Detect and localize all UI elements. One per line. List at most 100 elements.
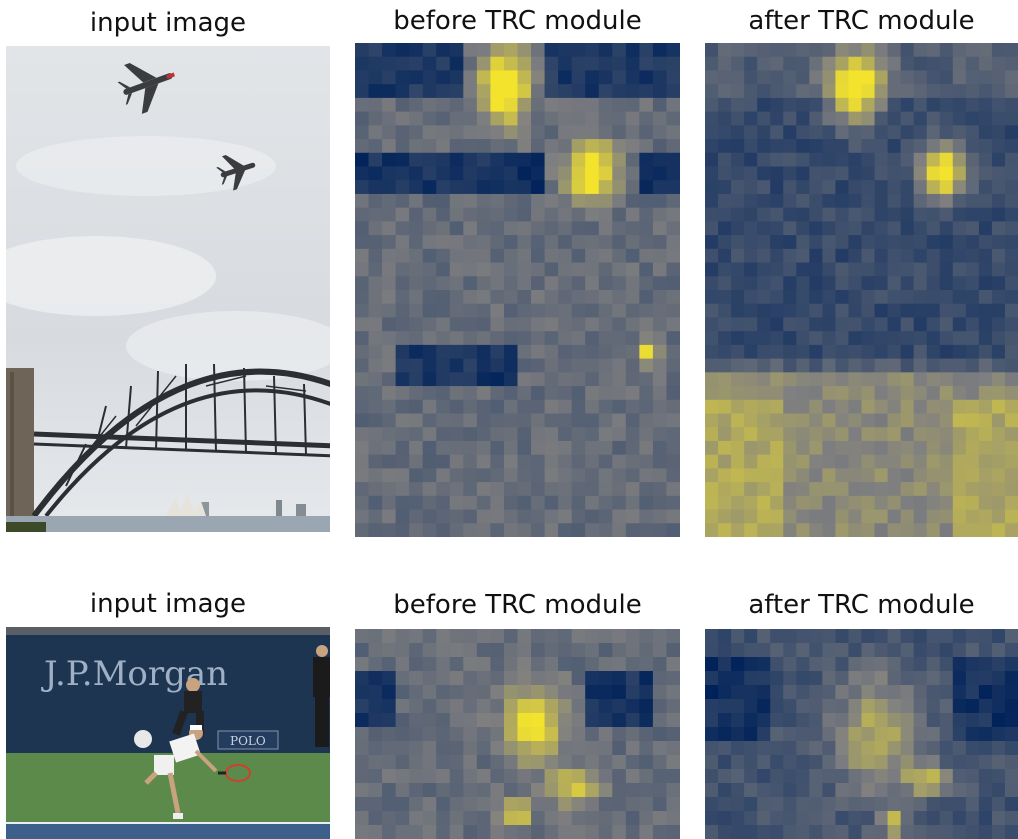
row1-before-heatmap-cell — [409, 152, 424, 168]
row1-after-heatmap-cell — [822, 276, 837, 291]
row1-after-heatmap-cell — [900, 317, 915, 332]
row1-after-heatmap-cell — [991, 166, 1006, 181]
row1-before-heatmap-cell — [598, 97, 613, 113]
row1-after-heatmap-cell — [718, 358, 732, 373]
row2-after-heatmap-cell — [887, 699, 902, 714]
row1-after-heatmap-cell — [731, 523, 745, 537]
row2-after-heatmap-cell — [965, 699, 980, 714]
row2-after-heatmap-cell — [861, 741, 876, 756]
row1-before-heatmap-cell — [558, 495, 573, 511]
row1-before-heatmap-cell — [409, 495, 424, 511]
row1-after-heatmap-cell — [796, 235, 810, 250]
row2-after-heatmap-cell — [783, 769, 797, 784]
row2-before-heatmap-cell — [666, 643, 680, 658]
row1-after-heatmap-cell — [913, 262, 928, 277]
row2-before-heatmap-cell — [395, 699, 410, 714]
row1-after-heatmap-cell — [848, 482, 863, 497]
row2-after-heatmap-cell — [744, 811, 758, 826]
row1-before-heatmap-cell — [409, 235, 424, 250]
row1-before-heatmap-cell — [652, 523, 668, 537]
row1-before-heatmap-cell — [463, 331, 478, 346]
row1-before-heatmap-cell — [571, 482, 586, 497]
row1-after-heatmap-cell — [770, 454, 784, 469]
row2-after-heatmap-cell — [939, 713, 954, 728]
row1-after-heatmap-cell — [913, 303, 928, 319]
row2-after-heatmap-cell — [874, 741, 889, 756]
row1-after-heatmap-cell — [835, 317, 850, 332]
row2-after-heatmap-cell — [913, 657, 928, 672]
row1-before-heatmap-cell — [666, 386, 680, 401]
row2-after-heatmap-cell — [835, 657, 850, 672]
row1-after-heatmap-cell — [926, 331, 941, 346]
row1-before-heatmap-cell — [355, 193, 370, 209]
row2-after-heatmap-cell — [965, 727, 980, 742]
row1-after-heatmap-cell — [887, 344, 902, 360]
row1-after-heatmap-cell — [705, 139, 719, 154]
row2-before-heatmap-cell — [382, 629, 397, 644]
row1-after-heatmap-cell — [757, 125, 771, 140]
row2-after-heatmap-cell — [978, 643, 993, 658]
row2-after-heatmap-cell — [991, 797, 1006, 812]
row1-before-heatmap-cell — [476, 125, 492, 140]
row1-before-heatmap-cell — [422, 43, 437, 58]
row1-before-heatmap-cell — [436, 344, 451, 360]
row1-after-heatmap-cell — [848, 427, 863, 442]
row1-before-heatmap-cell — [666, 454, 680, 469]
row1-after-heatmap-cell — [757, 262, 771, 277]
row1-after-heatmap-cell — [887, 207, 902, 222]
row1-before-heatmap-cell — [531, 482, 546, 497]
row1-before-heatmap-cell — [652, 303, 668, 319]
row1-before-heatmap-cell — [422, 344, 437, 360]
row2-before-heatmap-cell — [531, 713, 546, 728]
row1-after-heatmap-cell — [926, 427, 941, 442]
row1-before-heatmap-cell — [639, 56, 654, 72]
row1-after-heatmap-cell — [783, 43, 797, 58]
row1-before-heatmap-cell — [355, 276, 370, 291]
row1-before-heatmap-cell — [490, 193, 505, 209]
row1-after-heatmap-cell — [874, 43, 889, 58]
row1-after-heatmap-cell — [978, 468, 993, 483]
row1-after-heatmap-cell — [757, 84, 771, 99]
row1-before-heatmap-cell — [476, 70, 492, 85]
row1-after-heatmap-cell — [744, 221, 758, 236]
row1-before-heatmap-cell — [409, 482, 424, 497]
row1-after-heatmap-cell — [809, 303, 823, 319]
row2-before-heatmap-cell — [558, 741, 573, 756]
row1-before-heatmap-cell — [355, 152, 370, 168]
row1-after-heatmap-cell — [718, 235, 732, 250]
row1-before-heatmap-cell — [598, 111, 613, 126]
row2-after-heatmap-cell — [887, 657, 902, 672]
row2-after-heatmap-cell — [926, 727, 941, 742]
row1-before-heatmap-cell — [463, 317, 478, 332]
row1-after-heatmap-cell — [757, 523, 771, 537]
row1-after-heatmap-cell — [757, 152, 771, 168]
row2-before-heatmap-cell — [395, 671, 410, 686]
row1-after-heatmap-cell — [939, 317, 954, 332]
row1-before-heatmap-cell — [612, 290, 627, 305]
row1-after-heatmap-cell — [965, 207, 980, 222]
row1-after-heatmap-cell — [835, 372, 850, 387]
row1-after-heatmap-cell — [731, 303, 745, 319]
row1-after-heatmap-cell — [796, 317, 810, 332]
row1-before-heatmap-cell — [449, 358, 464, 373]
row1-after-heatmap-cell — [861, 166, 876, 181]
row1-after-heatmap-cell — [731, 125, 745, 140]
row1-after-heatmap-cell — [822, 43, 837, 58]
row1-after-heatmap-cell — [718, 152, 732, 168]
row1-after-heatmap-cell — [822, 303, 837, 319]
row2-before-heatmap-cell — [422, 783, 437, 798]
row2-after-heatmap-cell — [744, 825, 758, 839]
row2-after-heatmap-cell — [744, 699, 758, 714]
row1-before-heatmap-cell — [558, 97, 573, 113]
row1-before-heatmap-cell — [422, 97, 437, 113]
row1-before-heatmap-cell — [517, 303, 532, 319]
row2-before-heatmap-cell — [355, 671, 370, 686]
row1-before-heatmap-cell — [612, 166, 627, 181]
row1-after-heatmap-cell — [809, 454, 823, 469]
row1-after-heatmap-cell — [913, 84, 928, 99]
row1-after-heatmap-cell — [913, 495, 928, 511]
row1-after-heatmap-cell — [757, 70, 771, 85]
row1-after-heatmap-cell — [744, 372, 758, 387]
row1-before-heatmap-cell — [355, 235, 370, 250]
row2-before-heatmap-cell — [652, 629, 668, 644]
